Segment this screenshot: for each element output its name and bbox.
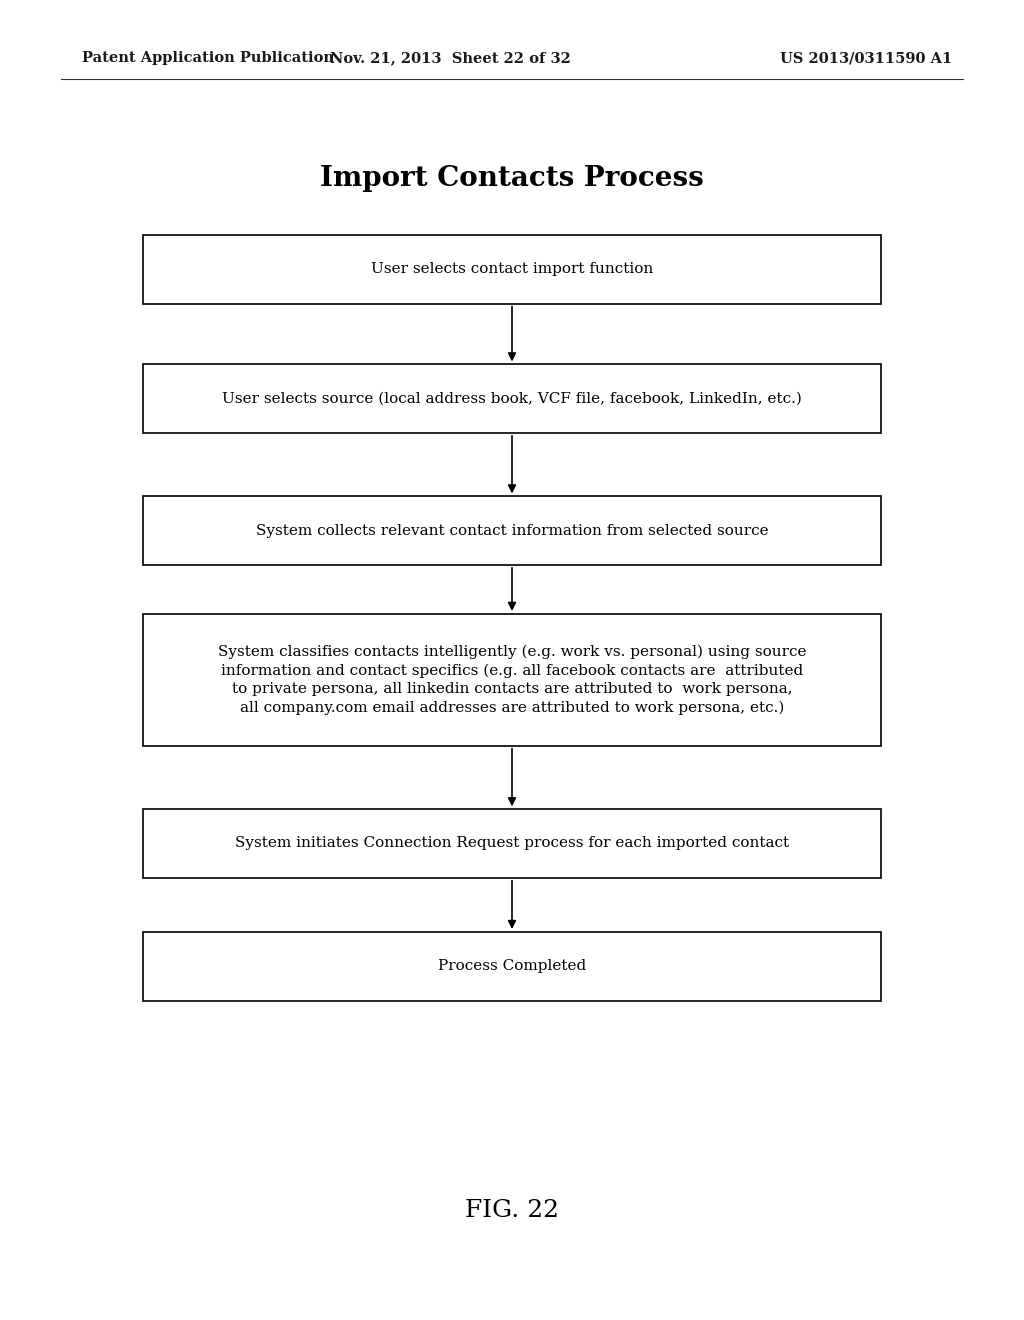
FancyBboxPatch shape (143, 932, 881, 1001)
Text: System initiates Connection Request process for each imported contact: System initiates Connection Request proc… (234, 837, 790, 850)
Text: US 2013/0311590 A1: US 2013/0311590 A1 (780, 51, 952, 65)
FancyBboxPatch shape (143, 235, 881, 304)
Text: System classifies contacts intelligently (e.g. work vs. personal) using source
i: System classifies contacts intelligently… (218, 644, 806, 715)
Text: Nov. 21, 2013  Sheet 22 of 32: Nov. 21, 2013 Sheet 22 of 32 (330, 51, 571, 65)
Text: User selects source (local address book, VCF file, facebook, LinkedIn, etc.): User selects source (local address book,… (222, 392, 802, 405)
FancyBboxPatch shape (143, 496, 881, 565)
Text: Import Contacts Process: Import Contacts Process (321, 165, 703, 191)
Text: User selects contact import function: User selects contact import function (371, 263, 653, 276)
Text: FIG. 22: FIG. 22 (465, 1199, 559, 1222)
Text: System collects relevant contact information from selected source: System collects relevant contact informa… (256, 524, 768, 537)
Text: Patent Application Publication: Patent Application Publication (82, 51, 334, 65)
Text: Process Completed: Process Completed (438, 960, 586, 973)
FancyBboxPatch shape (143, 364, 881, 433)
FancyBboxPatch shape (143, 809, 881, 878)
FancyBboxPatch shape (143, 614, 881, 746)
